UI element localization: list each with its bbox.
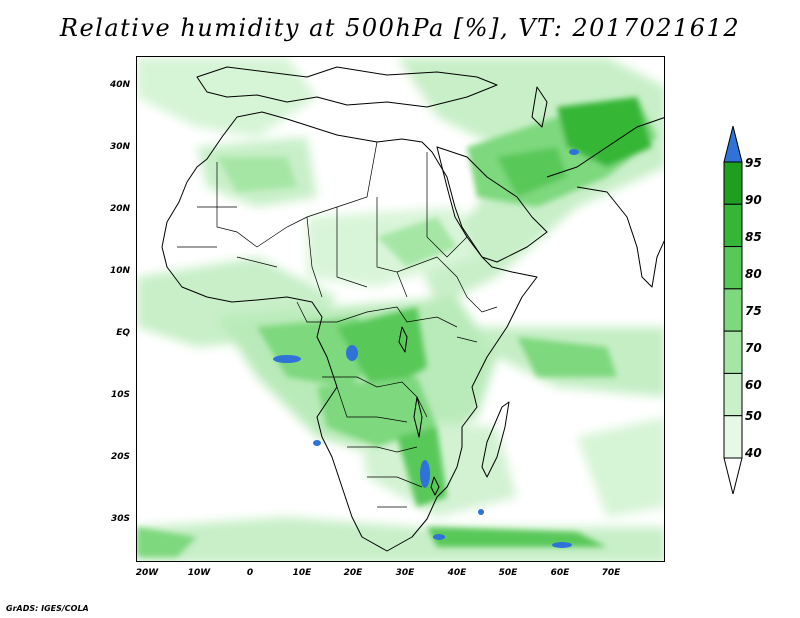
humidity-field-saturated — [273, 149, 579, 548]
country-borders — [177, 141, 498, 508]
colorbar-box — [723, 161, 743, 205]
lat-label-40n: 40N — [109, 80, 130, 90]
colorbar-label-40: 40 — [745, 446, 762, 460]
map-panel — [136, 56, 665, 562]
colorbar-label-70: 70 — [745, 341, 762, 355]
colorbar-label-85: 85 — [745, 230, 762, 244]
colorbar-box — [723, 415, 743, 459]
colorbar — [723, 126, 743, 494]
colorbar-label-50: 50 — [745, 409, 762, 423]
lon-label-30e: 30E — [395, 568, 415, 578]
colorbar-label-75: 75 — [745, 304, 762, 318]
lat-label-eq: EQ — [116, 328, 130, 338]
map-title: Relative humidity at 500hPa [%], VT: 201… — [59, 14, 741, 42]
lon-label-50e: 50E — [498, 568, 518, 578]
lat-label-20s: 20S — [110, 452, 130, 462]
colorbar-label-90: 90 — [745, 193, 762, 207]
lon-label-0: 0 — [246, 568, 254, 578]
colorbar-box — [723, 246, 743, 290]
lat-label-20n: 20N — [109, 204, 130, 214]
colorbar-box — [723, 372, 743, 417]
lon-label-60e: 60E — [550, 568, 570, 578]
colorbar-arrow-bottom — [723, 457, 743, 494]
lat-label-10n: 10N — [109, 266, 130, 276]
colorbar-box — [723, 203, 743, 248]
colorbar-box — [723, 330, 743, 374]
lon-label-20w: 20W — [135, 568, 159, 578]
lon-label-70e: 70E — [601, 568, 621, 578]
humidity-map — [137, 57, 664, 561]
colorbar-label-80: 80 — [745, 267, 762, 281]
credit-text: GrADS: IGES/COLA — [6, 604, 89, 613]
colorbar-arrow-top — [723, 126, 743, 163]
colorbar-boxes — [723, 126, 743, 494]
colorbar-box — [723, 288, 743, 332]
lon-label-20e: 20E — [343, 568, 363, 578]
lat-label-30s: 30S — [110, 514, 130, 524]
colorbar-label-95: 95 — [745, 156, 762, 170]
lon-label-10w: 10W — [187, 568, 211, 578]
lon-label-10e: 10E — [292, 568, 312, 578]
lat-label-10s: 10S — [110, 390, 130, 400]
lat-label-30n: 30N — [109, 142, 130, 152]
coastlines — [161, 66, 664, 552]
lon-label-40e: 40E — [447, 568, 467, 578]
colorbar-label-60: 60 — [745, 378, 762, 392]
